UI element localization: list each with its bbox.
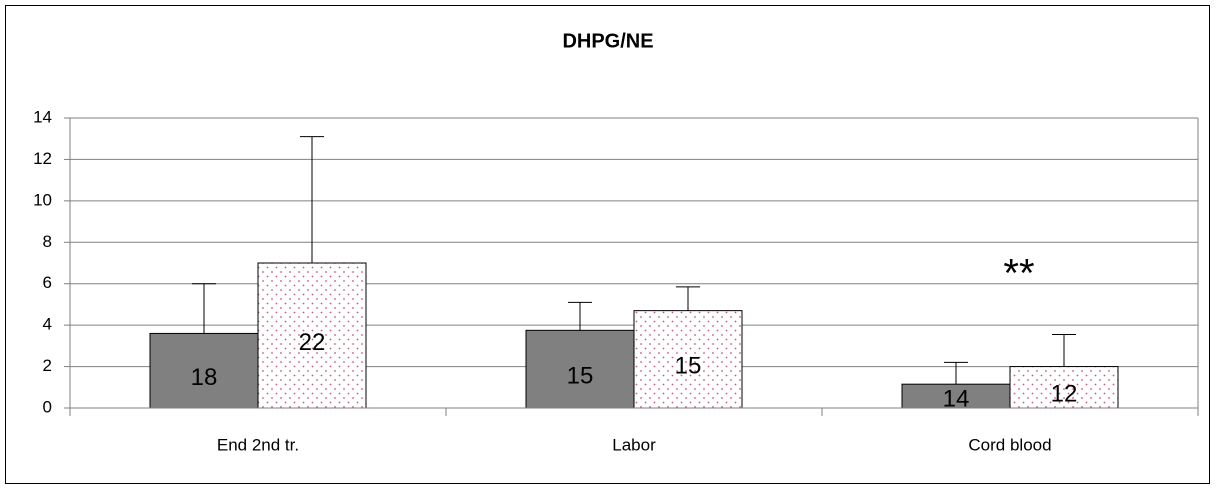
bar: [149, 332, 259, 409]
bar: [633, 310, 743, 409]
x-tick-label: Labor: [612, 435, 656, 454]
y-tick-label: 12: [33, 149, 52, 168]
chart-frame: [5, 5, 1210, 484]
y-tick-label: 6: [43, 273, 52, 292]
annotation: **: [1003, 252, 1034, 296]
bar-label: 15: [567, 363, 594, 390]
bar-label: 18: [191, 364, 218, 391]
y-tick-label: 10: [33, 190, 52, 209]
y-tick-label: 2: [43, 356, 52, 375]
chart-title: DHPG/NE: [562, 30, 653, 52]
y-tick-label: 8: [43, 232, 52, 251]
bar-label: 12: [1051, 381, 1078, 408]
bar: [525, 329, 635, 409]
x-tick-label: Cord blood: [968, 435, 1051, 454]
bar: [257, 262, 367, 409]
y-tick-label: 14: [33, 107, 52, 126]
bar-label: 15: [675, 353, 702, 380]
bar: [1009, 366, 1119, 409]
bar-label: 22: [299, 329, 326, 356]
y-tick-label: 0: [43, 397, 52, 416]
y-tick-label: 4: [43, 315, 52, 334]
x-tick-label: End 2nd tr.: [217, 435, 299, 454]
